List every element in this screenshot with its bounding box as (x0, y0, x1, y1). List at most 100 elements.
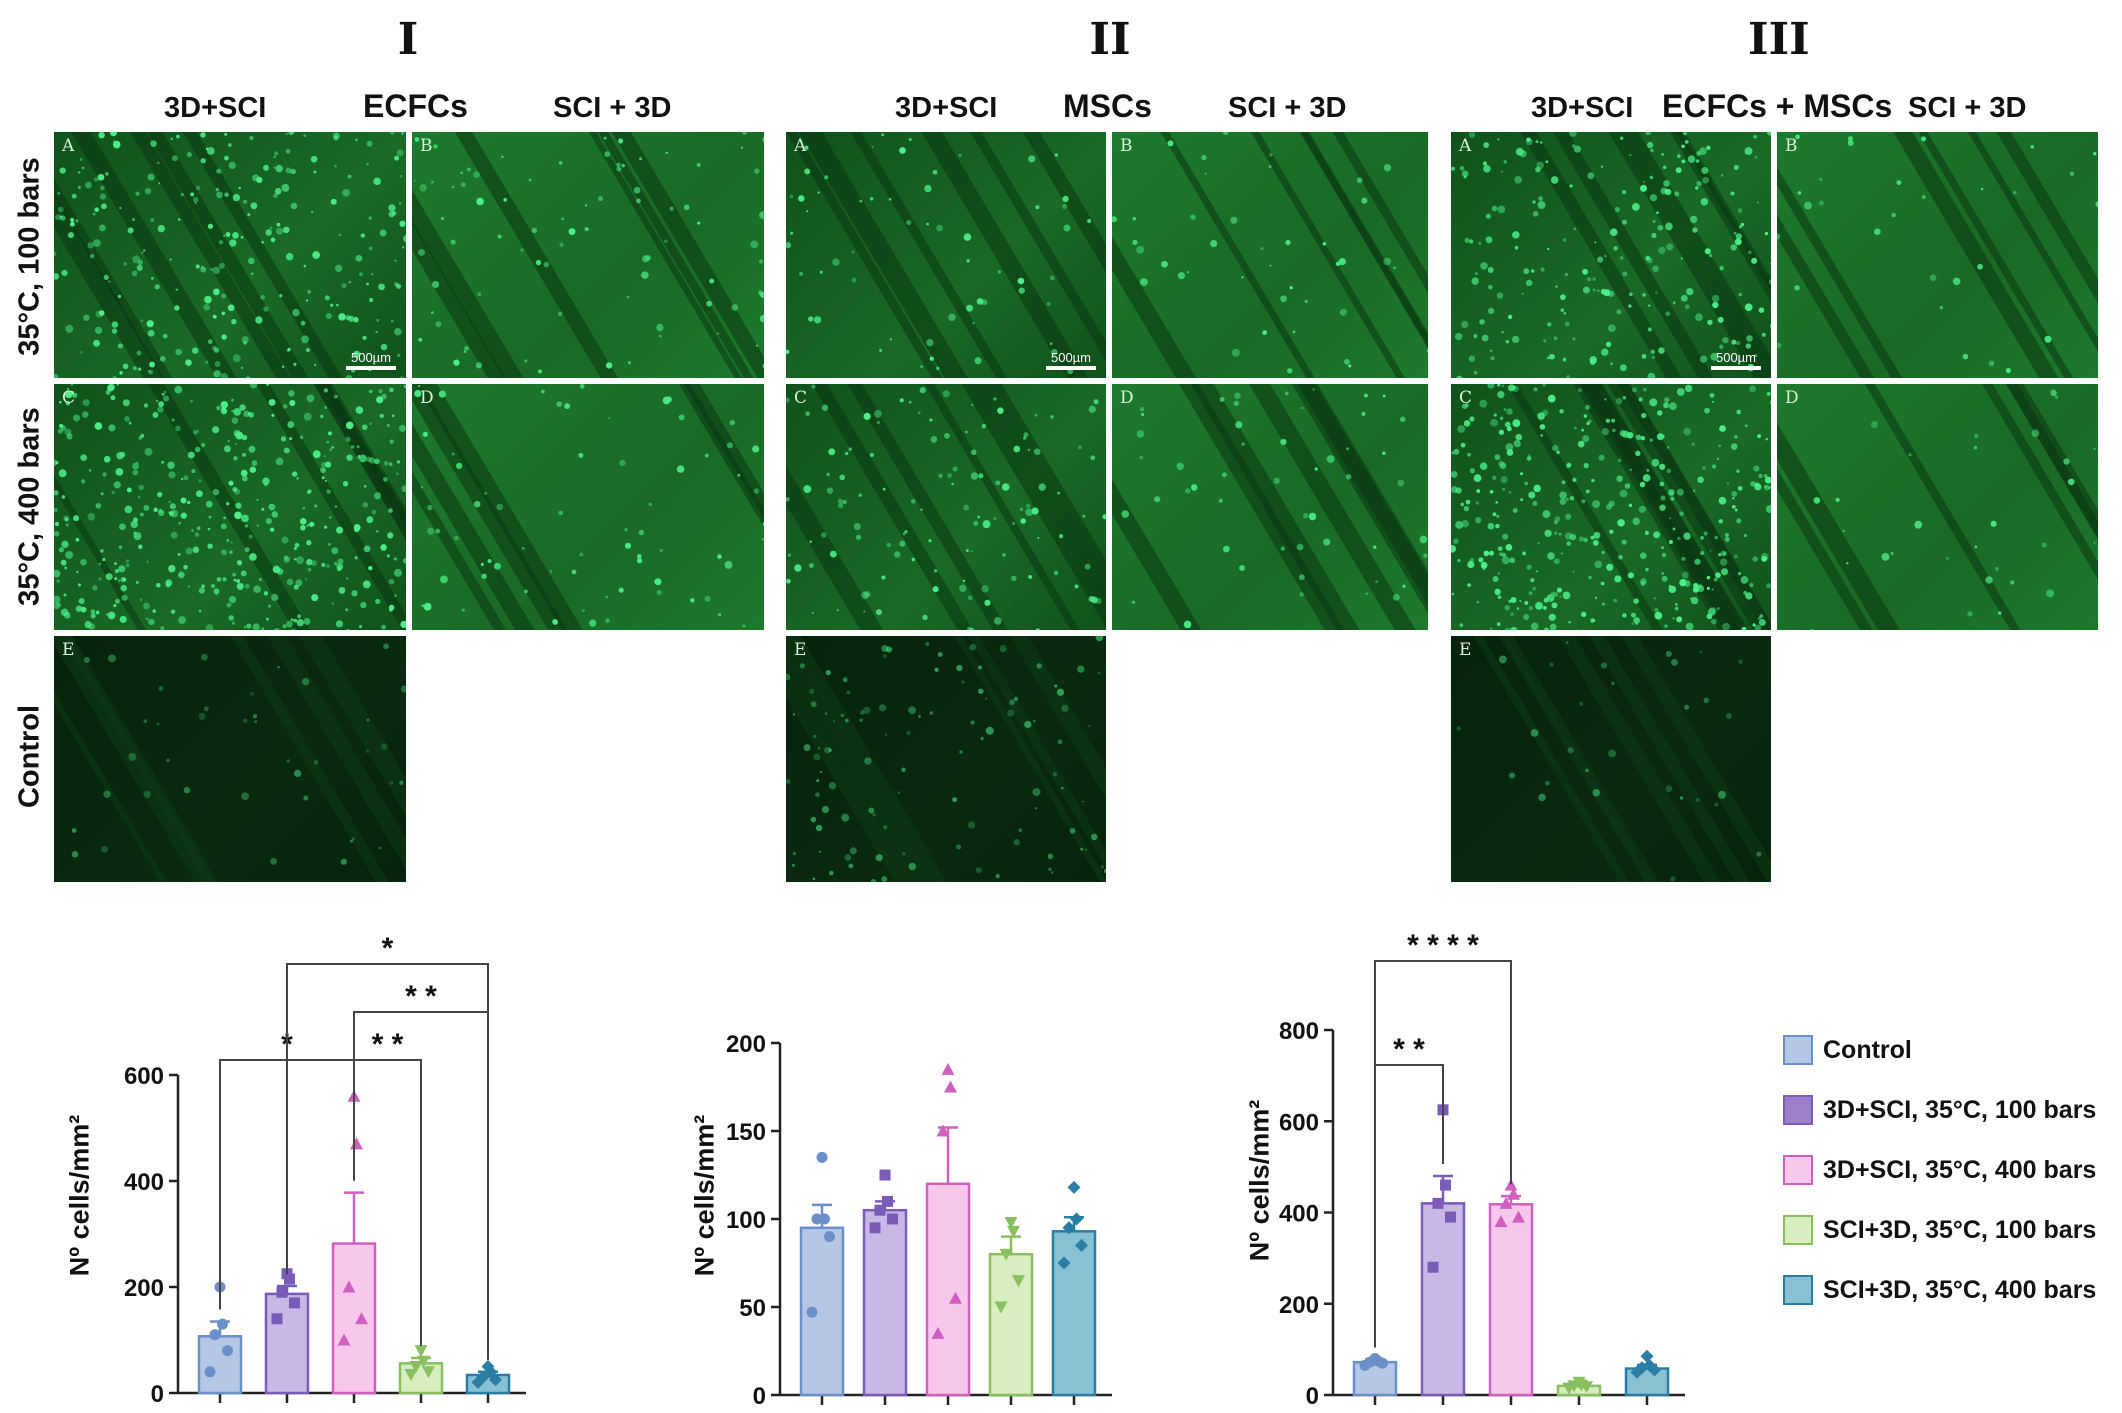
cell-dot (75, 219, 79, 223)
cell-dot (270, 237, 276, 243)
y-tick-label: 200 (1279, 1292, 1319, 1319)
cell-dot (240, 469, 248, 477)
cell-dot (878, 704, 887, 712)
micrograph-panel: D (410, 382, 766, 632)
cell-dot (881, 645, 889, 652)
cell-dot (399, 175, 403, 178)
cell-dot (1490, 418, 1498, 427)
cell-dot (811, 611, 814, 614)
cell-dot (1095, 636, 1104, 642)
cell-dot (824, 175, 829, 180)
cell-dot (263, 306, 269, 312)
cell-dot (1533, 387, 1538, 392)
cell-dot (1475, 272, 1478, 275)
cell-dot (1562, 357, 1567, 362)
cell-type-3: ECFCs + MSCs (1662, 88, 1893, 124)
cell-dot (742, 624, 746, 628)
cell-dot (1714, 535, 1718, 540)
cell-dot (143, 602, 150, 610)
cell-dot (291, 628, 296, 630)
cell-dot (142, 249, 146, 252)
cell-dot (249, 553, 257, 561)
panel-letter: B (1785, 136, 1798, 156)
cell-dot (221, 293, 227, 299)
fibre-streak (787, 636, 947, 882)
cell-dot (100, 185, 105, 191)
cell-dot (321, 462, 327, 468)
cell-dot (285, 620, 293, 628)
cell-dot (584, 204, 588, 207)
cell-dot (260, 294, 266, 300)
cell-dot (303, 134, 307, 138)
cell-dot (1501, 170, 1504, 173)
cell-dot (1750, 481, 1756, 487)
cell-dot (301, 335, 310, 344)
cell-dot (185, 547, 193, 555)
cell-dot (799, 271, 804, 276)
cell-dot (980, 737, 984, 741)
cell-dot (1035, 205, 1040, 210)
cell-dot (636, 198, 641, 204)
cell-dot (1269, 152, 1273, 157)
cell-dot (334, 505, 338, 508)
fibre-streak (313, 384, 406, 540)
cell-dot (1537, 201, 1546, 210)
cell-dot (418, 337, 423, 342)
cell-dot (183, 564, 188, 570)
cell-dot (282, 226, 290, 234)
cell-dot (58, 547, 65, 553)
cell-dot (997, 270, 1002, 274)
cell-dot (378, 846, 382, 850)
cell-dot (303, 412, 312, 421)
cell-dot (81, 411, 89, 418)
cell-dot (976, 298, 984, 305)
cell-dot (1018, 287, 1025, 294)
cell-dot (884, 733, 887, 736)
cell-dot (826, 487, 834, 494)
cell-dot (1528, 591, 1533, 595)
cell-dot (1847, 140, 1854, 146)
cell-dot (1681, 556, 1686, 561)
cell-dot (224, 132, 228, 136)
cell-dot (1140, 412, 1145, 417)
micrograph-texture (1112, 132, 1428, 378)
cell-dot (273, 166, 276, 169)
cell-dot (1583, 537, 1588, 543)
cell-dot (1585, 768, 1589, 773)
panel-letter: B (1120, 136, 1133, 156)
cell-dot (531, 227, 538, 234)
cell-dot (1467, 452, 1472, 457)
cell-dot (1614, 206, 1620, 213)
cell-dot (918, 715, 921, 718)
cell-dot (1621, 539, 1627, 545)
cell-dot (1745, 592, 1753, 600)
y-tick-label: 200 (124, 1275, 164, 1302)
cell-dot (1695, 159, 1700, 163)
cell-dot (636, 557, 643, 564)
scale-bar: 500µm (346, 350, 396, 370)
cell-dot (87, 242, 95, 249)
cell-dot (1642, 474, 1651, 482)
cell-dot (819, 270, 823, 274)
cell-dot (453, 535, 459, 541)
cell-dot (269, 226, 273, 230)
cell-dot (383, 643, 390, 650)
cell-dot (150, 218, 155, 223)
cell-dot (1777, 342, 1782, 348)
cell-dot (1473, 371, 1478, 375)
cell-dot (417, 384, 421, 388)
cell-dot (1559, 498, 1567, 505)
cell-dot (724, 560, 733, 569)
cell-dot (1592, 788, 1601, 797)
fibre-streak (786, 636, 935, 882)
cell-dot (1451, 166, 1456, 171)
cell-dot (1542, 384, 1547, 387)
cell-dot (228, 615, 235, 621)
cell-dot (883, 825, 888, 830)
cell-dot (288, 390, 295, 397)
cell-dot (1640, 581, 1646, 587)
bar (264, 1292, 310, 1395)
fibre-streak (1332, 132, 1428, 293)
cell-dot (1660, 495, 1666, 501)
cell-dot (418, 249, 425, 256)
